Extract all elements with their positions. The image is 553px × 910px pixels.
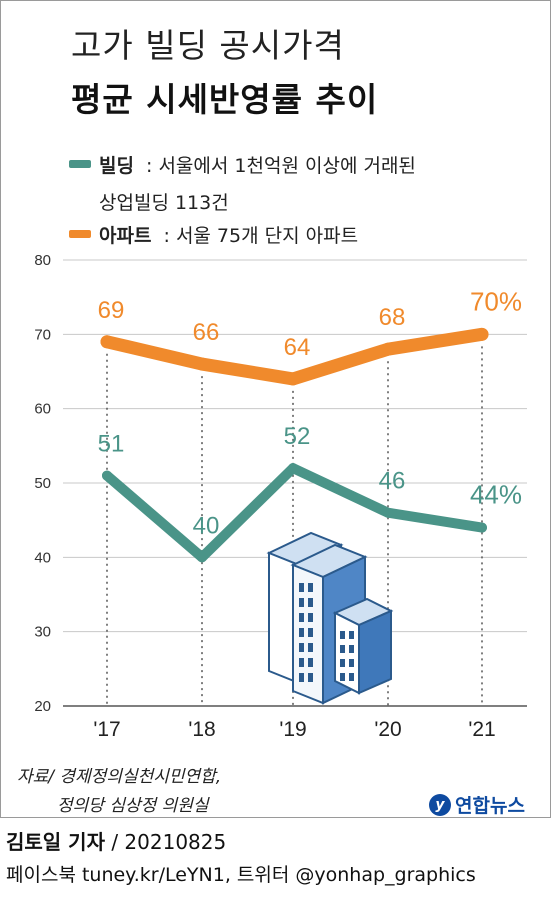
front-right-face — [358, 609, 392, 695]
legend-sep-building: : — [139, 155, 159, 177]
y-tick-label: 40 — [34, 549, 51, 566]
legend-name-building: 빌딩 — [99, 155, 134, 177]
window — [349, 659, 354, 667]
data-label-apartment: 68 — [379, 304, 406, 331]
building-illustration — [266, 531, 394, 705]
title-line-2: 평균 시세반영률 추이 — [71, 80, 379, 119]
yonhap-logo-text: 연합뉴스 — [455, 795, 525, 817]
graphic-card: 고가 빌딩 공시가격 평균 시세반영률 추이 빌딩 : 서울에서 1천억원 이상… — [0, 0, 551, 818]
data-point-building — [288, 463, 298, 474]
source-line-1: 자료/ 경제정의실천시민연합, — [17, 767, 222, 787]
title-line-1: 고가 빌딩 공시가격 — [71, 26, 345, 65]
window — [340, 631, 345, 639]
window — [308, 628, 313, 637]
window — [308, 643, 313, 652]
building-windows — [299, 583, 354, 682]
y-tick-label: 50 — [34, 475, 51, 492]
data-point-apartment — [381, 342, 395, 356]
data-point-building — [102, 470, 112, 481]
legend-desc-apartment: 서울 75개 단지 아파트 — [175, 225, 359, 247]
reporter-name: 김토일 기자 — [6, 830, 105, 854]
legend-sep-apartment: : — [157, 225, 176, 247]
window — [308, 673, 313, 682]
legend-desc-building-1: 서울에서 1천억원 이상에 거래된 — [158, 155, 416, 177]
window — [308, 598, 313, 607]
x-tick-label: '19 — [279, 718, 306, 741]
credit-line: 김토일 기자 / 20210825 — [6, 826, 226, 855]
x-tick-label: '17 — [93, 718, 120, 741]
window — [349, 673, 354, 681]
legend-name-apartment: 아파트 — [99, 225, 152, 247]
y-tick-label: 30 — [34, 624, 51, 641]
legend-desc-building-2: 상업빌딩 113건 — [99, 192, 229, 214]
legend-item-building: 빌딩 : 서울에서 1천억원 이상에 거래된 상업빌딩 113건 — [69, 151, 416, 215]
y-tick-label: 60 — [34, 401, 51, 418]
data-label-apartment: 70% — [470, 286, 522, 316]
x-tick-label: '18 — [188, 718, 215, 741]
window — [340, 673, 345, 681]
data-point-apartment — [286, 372, 300, 386]
x-tick-label: '20 — [374, 718, 401, 741]
window — [299, 673, 304, 682]
data-label-apartment: 69 — [98, 297, 125, 324]
yonhap-logo-icon: y — [429, 793, 451, 816]
window — [299, 643, 304, 652]
data-point-building — [477, 522, 487, 533]
window — [349, 631, 354, 639]
window — [299, 613, 304, 622]
data-label-building: 52 — [284, 423, 311, 450]
credit-date: / 20210825 — [104, 830, 227, 854]
data-point-apartment — [195, 357, 209, 371]
window — [299, 583, 304, 592]
data-point-building — [197, 552, 207, 563]
legend-item-apartment: 아파트 : 서울 75개 단지 아파트 — [69, 221, 358, 248]
front-left-face — [334, 611, 360, 695]
line-chart: 20 30 40 50 60 70 80 '17 '18 '19 '20 '21 69 66 64 68 70… — [34, 252, 527, 741]
source-line-2: 정의당 심상정 의원실 — [57, 796, 209, 816]
y-tick-label: 80 — [34, 252, 51, 269]
window — [308, 658, 313, 667]
window — [340, 659, 345, 667]
data-label-apartment: 66 — [193, 319, 220, 346]
data-point-apartment — [475, 327, 489, 341]
window — [299, 658, 304, 667]
data-label-apartment: 64 — [284, 334, 311, 361]
social-line: 페이스북 tuney.kr/LeYN1, 트위터 @yonhap_graphic… — [6, 864, 476, 886]
y-tick-label: 20 — [34, 698, 51, 715]
window — [308, 613, 313, 622]
window — [299, 628, 304, 637]
chart-lines: 69 66 64 68 70% 51 40 52 46 44% — [98, 286, 522, 563]
data-label-building: 44% — [470, 480, 522, 510]
window — [299, 598, 304, 607]
window — [349, 645, 354, 653]
window — [308, 583, 313, 592]
chart-axes: 20 30 40 50 60 70 80 '17 '18 '19 '20 '21 — [34, 252, 527, 741]
legend-swatch-apartment — [69, 230, 91, 238]
window — [340, 645, 345, 653]
source-note: 자료/ 경제정의실천시민연합, 정의당 심상정 의원실 — [17, 763, 221, 821]
data-point-building — [383, 507, 393, 518]
yonhap-logo: y 연합뉴스 — [429, 791, 525, 818]
legend-swatch-building — [69, 160, 91, 168]
data-label-building: 40 — [193, 512, 220, 539]
data-point-apartment — [100, 335, 114, 349]
data-label-building: 51 — [98, 431, 125, 458]
data-label-building: 46 — [379, 468, 406, 495]
y-tick-label: 70 — [34, 326, 51, 343]
x-tick-label: '21 — [468, 718, 495, 741]
